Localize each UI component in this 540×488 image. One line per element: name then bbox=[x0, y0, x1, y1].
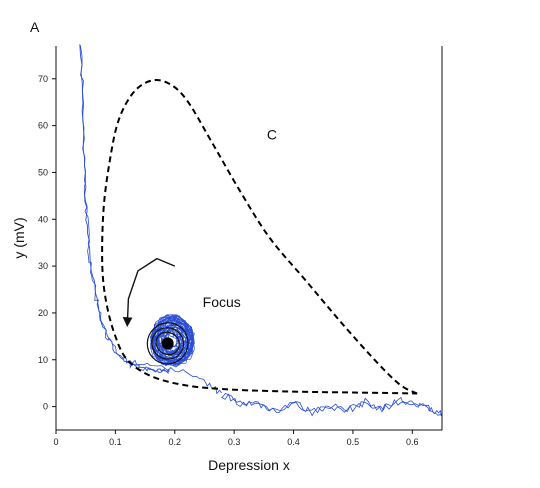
focus-spiral-ring bbox=[146, 322, 189, 365]
cycle-label: C bbox=[267, 127, 277, 143]
axes: 0 0.1 0.2 0.3 0.4 0.5 0.6 0 10 20 30 40 50 60 70 bbox=[38, 46, 443, 447]
x-tick-label: 0.2 bbox=[169, 437, 182, 447]
focus-label: Focus bbox=[203, 294, 241, 310]
trajectory-layer bbox=[79, 44, 443, 417]
x-tick-label: 0.1 bbox=[109, 437, 122, 447]
y-ticks: 0 10 20 30 40 50 60 70 bbox=[38, 74, 56, 412]
trajectory-tail-line bbox=[221, 393, 442, 417]
x-axis-title: Depression x bbox=[208, 457, 290, 473]
y-tick-label: 60 bbox=[38, 121, 48, 131]
y-tick-label: 50 bbox=[38, 167, 48, 177]
y-tick-label: 70 bbox=[38, 74, 48, 84]
x-tick-label: 0.4 bbox=[287, 437, 300, 447]
cycle-layer bbox=[101, 79, 418, 395]
x-tick-label: 0.3 bbox=[228, 437, 241, 447]
trajectory-tail-line bbox=[221, 393, 443, 416]
limit-cycle-curve bbox=[101, 79, 418, 395]
y-tick-label: 30 bbox=[38, 261, 48, 271]
y-axis-title: y (mV) bbox=[11, 217, 27, 258]
x-tick-label: 0 bbox=[53, 437, 58, 447]
y-tick-label: 10 bbox=[38, 355, 48, 365]
focus-spiral-ring bbox=[155, 331, 180, 356]
trajectory-approach-line bbox=[79, 44, 170, 373]
focus-layer bbox=[122, 257, 189, 365]
x-tick-label: 0.5 bbox=[347, 437, 360, 447]
panel-label: A bbox=[30, 19, 40, 35]
y-tick-label: 0 bbox=[43, 402, 48, 412]
annotation-layer: C Focus bbox=[203, 127, 277, 310]
x-ticks: 0 0.1 0.2 0.3 0.4 0.5 0.6 bbox=[53, 430, 419, 447]
y-tick-label: 40 bbox=[38, 214, 48, 224]
x-tick-label: 0.6 bbox=[406, 437, 419, 447]
focus-point bbox=[161, 337, 174, 350]
rotation-arrow bbox=[122, 257, 176, 328]
focus-spiral-ring bbox=[151, 327, 185, 360]
trajectory-link-line bbox=[127, 359, 223, 395]
y-tick-label: 20 bbox=[38, 308, 48, 318]
